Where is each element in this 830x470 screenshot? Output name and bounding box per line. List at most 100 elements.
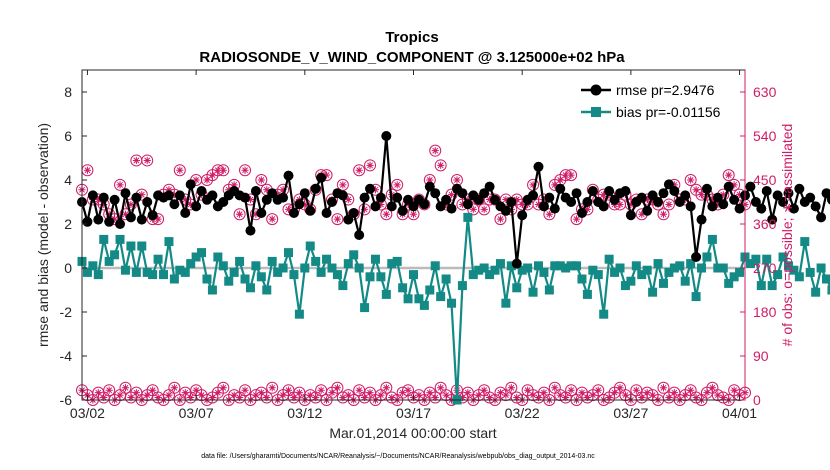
bias-point (430, 261, 440, 271)
rmse-point (337, 190, 348, 201)
bias-point (436, 292, 446, 302)
obs-possible-marker (592, 384, 605, 397)
bias-point (169, 274, 179, 284)
bias-point (218, 261, 228, 271)
bias-point (637, 270, 647, 280)
bias-point (256, 272, 266, 282)
obs-assimilated-marker (181, 389, 189, 397)
obs-count-point (266, 213, 279, 226)
obs-possible-marker (478, 203, 491, 216)
bias-point (110, 250, 120, 260)
bias-point (713, 263, 723, 273)
x-tick-label: 03/27 (613, 405, 648, 421)
obs-count-low-point (168, 381, 181, 394)
obs-possible-marker (141, 154, 154, 167)
obs-possible-marker (233, 208, 246, 221)
obs-assimilated-marker (610, 389, 619, 397)
obs-count-point (141, 154, 154, 167)
obs-assimilated-marker (431, 147, 439, 155)
rmse-point (245, 225, 256, 236)
obs-assimilated-marker (458, 200, 467, 209)
rmse-point (392, 192, 403, 203)
rmse-point (533, 161, 544, 172)
obs-assimilated-marker (241, 386, 249, 394)
rmse-point (587, 186, 598, 196)
x-tick-label: 03/22 (505, 405, 540, 421)
obs-assimilated-marker (404, 386, 412, 394)
bias-point (512, 283, 522, 293)
obs-assimilated-marker (464, 389, 472, 397)
bias-point (360, 303, 370, 313)
obs-assimilated-marker (540, 389, 548, 397)
bias-point (202, 274, 212, 284)
bias-point (707, 234, 717, 244)
obs-possible-marker (103, 384, 116, 397)
rmse-point (381, 131, 392, 141)
bias-point (686, 259, 696, 269)
rmse-series (77, 131, 830, 269)
bias-point (131, 267, 141, 277)
bias-point (441, 274, 451, 284)
obs-assimilated-marker (246, 195, 255, 204)
obs-assimilated-marker (659, 384, 668, 392)
rmse-point (180, 208, 191, 218)
rmse-point (207, 190, 218, 201)
obs-assimilated-marker (100, 200, 108, 209)
bias-point (523, 263, 533, 273)
obs-count-low-point (217, 381, 230, 394)
rmse-point (326, 197, 337, 207)
chart-subtitle: RADIOSONDE_V_WIND_COMPONENT @ 3.125000e+… (199, 49, 625, 66)
obs-count-point (353, 164, 366, 177)
obs-possible-marker (380, 381, 393, 394)
left-axis: -6 -4 -2 0 2 4 6 8 (60, 84, 87, 408)
bias-point (642, 265, 652, 275)
obs-assimilated-marker (328, 389, 336, 397)
bias-point (191, 252, 201, 262)
obs-assimilated-marker (344, 195, 352, 204)
rmse-point (772, 190, 783, 201)
bias-point (495, 259, 505, 269)
bias-point (180, 267, 190, 277)
x-axis: 03/02 03/07 03/12 03/17 03/22 03/27 04/01 (70, 70, 757, 421)
rmse-point (147, 210, 158, 221)
obs-assimilated-marker (366, 389, 374, 397)
rmse-point (457, 188, 468, 199)
obs-assimilated-marker (621, 391, 630, 399)
obs-count-low-point (239, 384, 252, 397)
obs-assimilated-marker (632, 386, 640, 394)
obs-assimilated-marker (567, 386, 575, 394)
bias-point (610, 267, 620, 277)
obs-assimilated-marker (594, 386, 602, 394)
rmse-point (240, 192, 251, 203)
obs-assimilated-marker (735, 191, 744, 199)
x-axis-label: Mar.01,2014 00:00:00 start (329, 425, 496, 441)
obs-possible-marker (364, 159, 377, 172)
bias-point (419, 300, 429, 310)
rmse-point (174, 190, 185, 201)
obs-possible-marker (505, 381, 518, 394)
obs-assimilated-marker (453, 176, 461, 184)
rmse-point (794, 183, 805, 194)
bias-point (284, 248, 294, 258)
obs-assimilated-marker (317, 386, 325, 394)
obs-possible-marker (331, 213, 344, 226)
rmse-point (821, 188, 830, 199)
obs-assimilated-marker (627, 200, 635, 209)
y2-tick-label: 630 (753, 84, 777, 100)
rmse-point (283, 170, 294, 181)
bias-point (273, 267, 283, 277)
bias-point (697, 263, 707, 273)
plot-area (76, 69, 830, 406)
y-tick-label: 6 (64, 128, 72, 144)
obs-count-point (391, 178, 404, 191)
obs-assimilated-marker (572, 215, 581, 223)
obs-assimilated-marker (719, 191, 727, 199)
y-tick-label: -6 (60, 392, 73, 408)
obs-assimilated-marker (714, 200, 722, 209)
obs-assimilated-marker (279, 391, 287, 399)
rmse-point (136, 214, 147, 225)
bias-point (729, 272, 739, 282)
bias-point (485, 270, 495, 280)
obs-assimilated-marker (409, 210, 418, 218)
rmse-point (435, 201, 446, 212)
